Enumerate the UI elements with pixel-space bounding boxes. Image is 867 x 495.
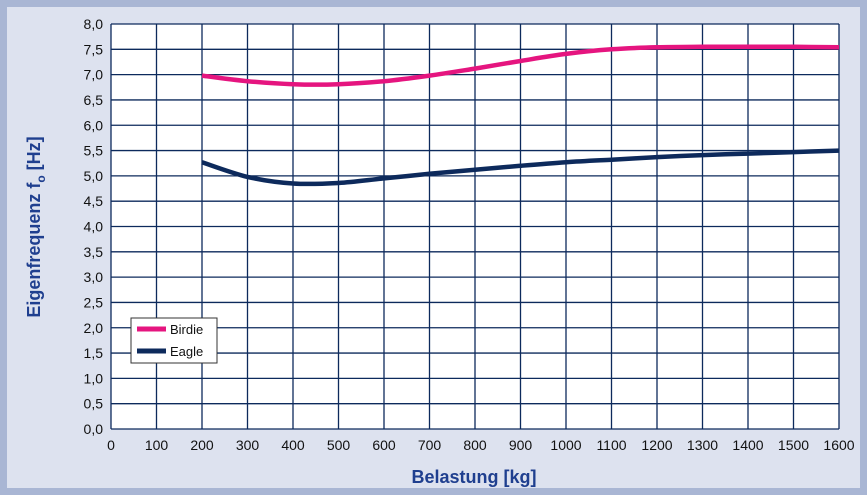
x-tick-label: 1300 xyxy=(687,437,718,453)
y-tick-label: 0,5 xyxy=(84,396,104,412)
x-tick-label: 600 xyxy=(372,437,396,453)
x-tick-label: 0 xyxy=(107,437,115,453)
x-tick-label: 400 xyxy=(281,437,305,453)
legend-box xyxy=(130,317,218,364)
x-tick-label: 1400 xyxy=(732,437,763,453)
y-axis-title: Eigenfrequenz fo [Hz] xyxy=(24,136,48,317)
y-tick-label: 7,5 xyxy=(84,41,104,57)
legend-label-eagle: Eagle xyxy=(170,344,203,359)
y-tick-label: 4,0 xyxy=(84,219,104,235)
x-axis-title: Belastung [kg] xyxy=(411,467,536,487)
y-tick-label: 4,5 xyxy=(84,193,104,209)
x-tick-labels: 0 100 200 300 400 500 600 700 800 900 1000 1100 1200… xyxy=(107,437,855,453)
y-tick-label: 2,0 xyxy=(84,320,104,336)
y-tick-labels: 0,0 0,5 1,0 1,5 2,0 2,5 3,0 3,5 4,0 4,5 5,0 5,5 6,0 6… xyxy=(84,16,104,437)
y-tick-label: 7,0 xyxy=(84,67,104,83)
x-tick-label: 800 xyxy=(463,437,487,453)
y-tick-label: 1,0 xyxy=(84,370,104,386)
legend: Birdie Eagle xyxy=(130,317,218,364)
x-tick-label: 700 xyxy=(418,437,442,453)
x-tick-label: 900 xyxy=(509,437,533,453)
y-tick-label: 6,5 xyxy=(84,92,104,108)
x-tick-label: 1500 xyxy=(778,437,809,453)
x-tick-label: 100 xyxy=(145,437,169,453)
y-axis-title-subscript: o xyxy=(34,175,48,182)
x-tick-label: 1100 xyxy=(596,437,626,453)
y-tick-label: 1,5 xyxy=(84,345,104,361)
y-axis-title-main: Eigenfrequenz f xyxy=(24,182,44,318)
y-tick-label: 3,0 xyxy=(84,269,104,285)
y-tick-label: 6,0 xyxy=(84,117,104,133)
legend-label-birdie: Birdie xyxy=(170,322,203,337)
y-tick-label: 3,5 xyxy=(84,244,104,260)
y-tick-label: 5,0 xyxy=(84,168,104,184)
y-tick-label: 8,0 xyxy=(84,16,104,32)
x-tick-label: 200 xyxy=(190,437,214,453)
x-tick-label: 1000 xyxy=(550,437,581,453)
x-tick-label: 300 xyxy=(236,437,260,453)
y-axis-title-unit: [Hz] xyxy=(24,136,44,175)
series-lines xyxy=(201,44,840,187)
x-tick-label: 500 xyxy=(327,437,351,453)
y-tick-label: 2,5 xyxy=(84,294,104,310)
series-line-eagle xyxy=(201,148,840,187)
y-tick-label: 0,0 xyxy=(84,421,104,437)
grid xyxy=(110,23,840,430)
x-tick-label: 1200 xyxy=(641,437,672,453)
x-tick-label: 1600 xyxy=(823,437,854,453)
series-line-birdie xyxy=(201,44,840,87)
y-tick-label: 5,5 xyxy=(84,143,104,159)
